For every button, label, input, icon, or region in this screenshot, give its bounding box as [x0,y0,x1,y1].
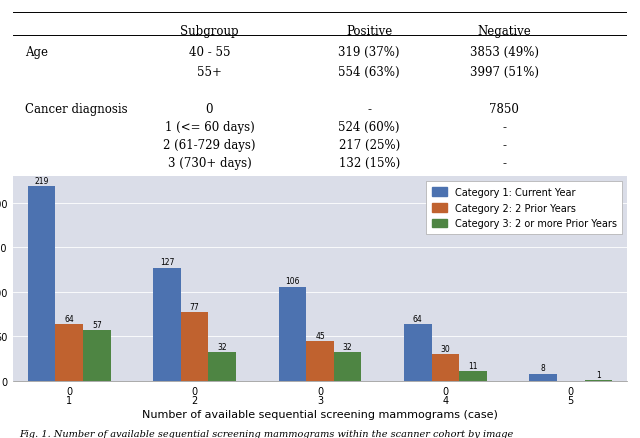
Text: Subgroup: Subgroup [180,25,239,38]
Text: 45: 45 [315,331,325,340]
Bar [28,187,56,381]
Bar [584,380,612,381]
Text: 127: 127 [160,258,174,267]
Text: 0: 0 [205,103,213,116]
Text: 1: 1 [596,370,601,379]
Text: 55+: 55+ [197,65,222,78]
Bar [181,313,209,381]
Text: 64: 64 [413,314,422,323]
Text: Cancer diagnosis: Cancer diagnosis [25,103,128,116]
Text: 32: 32 [218,343,227,351]
Bar [209,353,236,381]
Text: 57: 57 [92,320,102,329]
Text: -: - [367,103,371,116]
Legend: Category 1: Current Year, Category 2: 2 Prior Years, Category 3: 2 or more Prior: Category 1: Current Year, Category 2: 2 … [426,181,622,235]
Text: 3853 (49%): 3853 (49%) [470,46,539,59]
Bar [334,353,362,381]
Text: -: - [502,138,506,152]
Bar [83,330,111,381]
Text: Fig. 1. Number of available sequential screening mammograms within the scanner c: Fig. 1. Number of available sequential s… [19,429,513,438]
Text: 554 (63%): 554 (63%) [339,65,400,78]
Bar [404,324,431,381]
X-axis label: Number of available sequential screening mammograms (case): Number of available sequential screening… [142,409,498,419]
Text: 3 (730+ days): 3 (730+ days) [168,156,252,170]
Text: 30: 30 [440,344,451,353]
Text: Age: Age [25,46,48,59]
Text: -: - [502,121,506,134]
Text: 2 (61-729 days): 2 (61-729 days) [163,138,255,152]
Text: 1 (<= 60 days): 1 (<= 60 days) [164,121,254,134]
Text: 7850: 7850 [490,103,519,116]
Bar [529,374,557,381]
Text: 77: 77 [189,302,200,311]
Text: 219: 219 [35,176,49,185]
Text: 132 (15%): 132 (15%) [339,156,400,170]
Bar [431,354,459,381]
Text: 32: 32 [343,343,353,351]
Text: -: - [502,156,506,170]
Text: 106: 106 [285,276,300,286]
Text: 3997 (51%): 3997 (51%) [470,65,539,78]
Text: 319 (37%): 319 (37%) [339,46,400,59]
Text: Positive: Positive [346,25,392,38]
Text: 524 (60%): 524 (60%) [339,121,400,134]
Text: Negative: Negative [477,25,531,38]
Bar [306,341,334,381]
Bar [459,371,487,381]
Text: 11: 11 [468,361,477,370]
Bar [56,324,83,381]
Text: 40 - 55: 40 - 55 [189,46,230,59]
Bar [153,268,181,381]
Text: 217 (25%): 217 (25%) [339,138,400,152]
Text: 8: 8 [541,364,545,373]
Bar [278,287,306,381]
Text: 64: 64 [65,314,74,323]
